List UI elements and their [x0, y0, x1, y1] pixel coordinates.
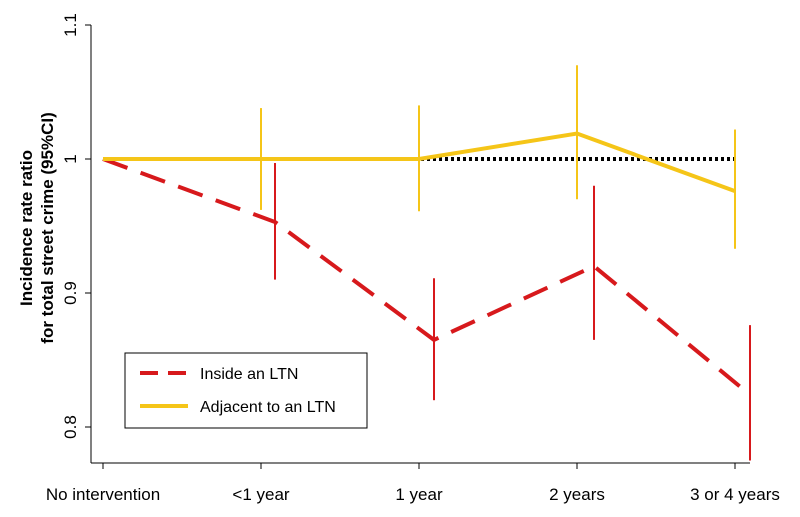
legend-label-adjacent-ltn: Adjacent to an LTN — [200, 399, 336, 416]
y-axis-title: Incidence rate ratio for total street cr… — [17, 112, 57, 343]
legend: Inside an LTN Adjacent to an LTN — [124, 352, 368, 429]
x-tick-label: 2 years — [549, 485, 605, 504]
y-axis-title-line-2: for total street crime (95%CI) — [38, 112, 57, 343]
y-tick-label: 0.8 — [61, 415, 80, 439]
y-axis-title-line-1: Incidence rate ratio — [17, 150, 36, 306]
y-tick-label: 1.1 — [61, 13, 80, 37]
x-tick-label: No intervention — [46, 485, 160, 504]
legend-label-inside-ltn: Inside an LTN — [200, 366, 298, 383]
legend-box — [124, 352, 368, 429]
x-tick-label: <1 year — [232, 485, 290, 504]
y-tick-label: 1 — [61, 154, 80, 163]
plot-area — [102, 65, 752, 461]
x-tick-label: 1 year — [395, 485, 443, 504]
x-tick-label: 3 or 4 years — [690, 485, 780, 504]
axes: 0.8 0.9 1 1.1 No intervention <1 year 1 year 2 … — [46, 13, 780, 504]
y-tick-label: 0.9 — [61, 281, 80, 305]
